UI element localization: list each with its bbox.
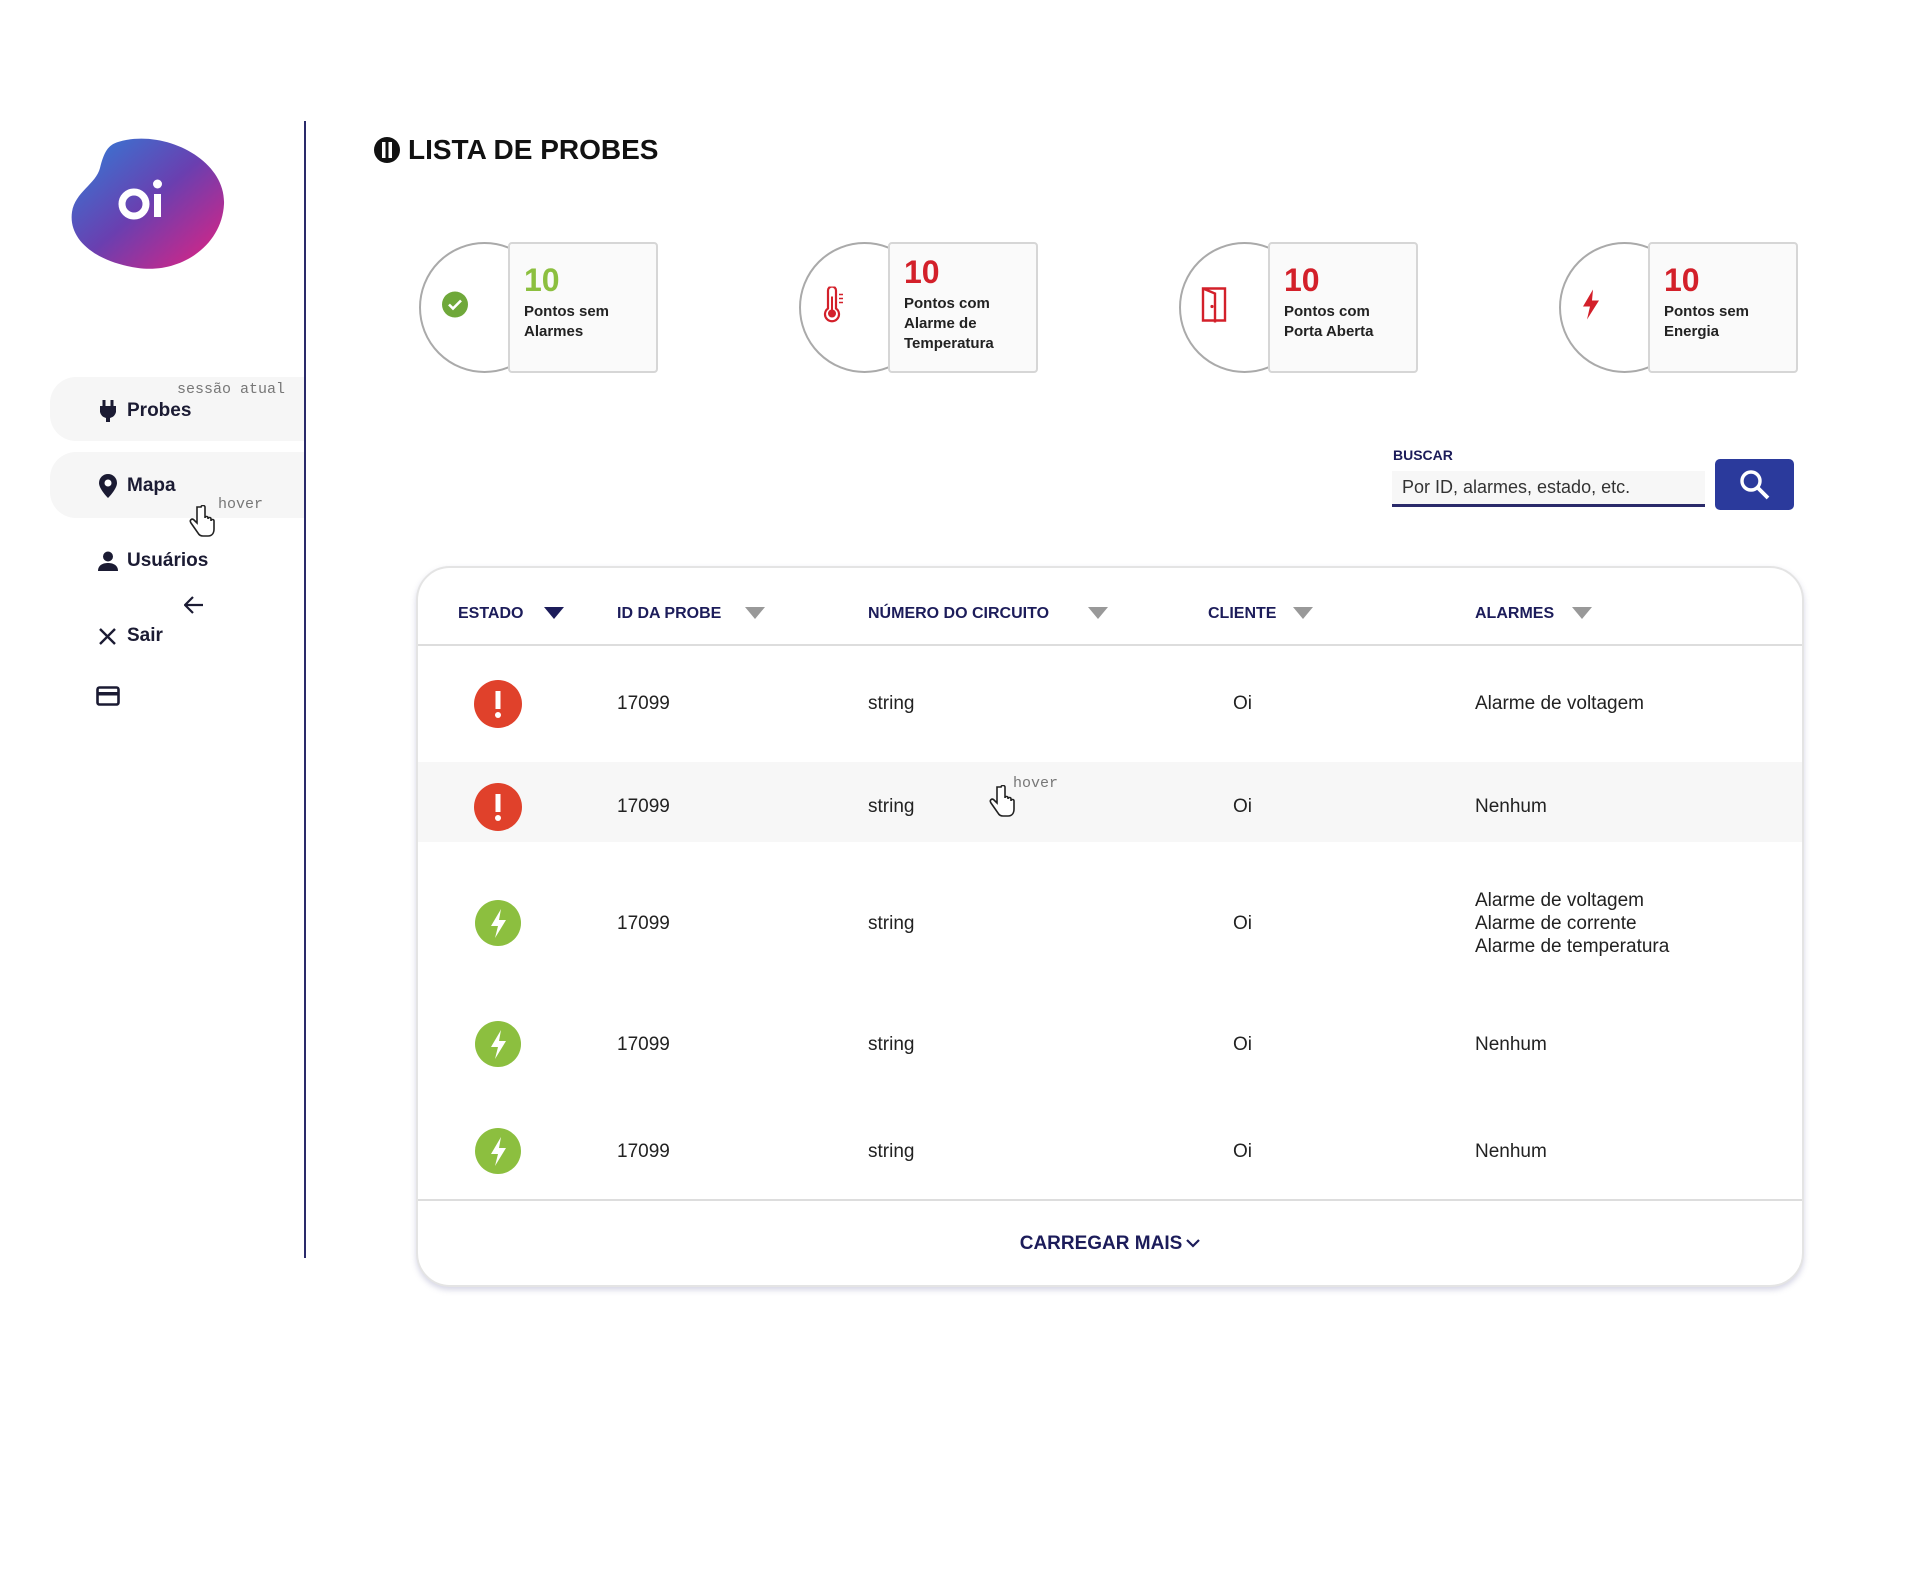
- cell-alarm: Nenhum: [1475, 1034, 1547, 1055]
- nav-probes[interactable]: Probes: [127, 400, 192, 421]
- search-label: BUSCAR: [1393, 447, 1453, 463]
- search-icon: [1740, 470, 1770, 500]
- search-placeholder: Por ID, alarmes, estado, etc.: [1402, 477, 1631, 497]
- temp-icon: [823, 285, 843, 323]
- cell-client: Oi: [1233, 796, 1252, 817]
- summary-card[interactable]: 10 Pontos com Alarme de Temperatura: [888, 242, 1038, 373]
- page-title: LISTA DE PROBES: [408, 134, 659, 165]
- sort-arrow[interactable]: [1572, 606, 1592, 624]
- chevron: [1186, 1236, 1201, 1253]
- cell-alarm: Alarme de temperatura: [1475, 936, 1670, 957]
- cell-id: 17099: [617, 796, 670, 817]
- status-icon: [475, 900, 521, 951]
- summary-card[interactable]: 10 Pontos com Porta Aberta: [1268, 242, 1418, 373]
- user-icon: [98, 551, 118, 571]
- status-icon: [474, 783, 522, 836]
- card-label: Pontos sem Alarmes: [524, 303, 610, 340]
- card-count: 10: [1664, 262, 1700, 298]
- search-button[interactable]: [1715, 459, 1794, 510]
- cell-circuit: string: [868, 693, 915, 714]
- cell-alarm: Alarme de voltagem: [1475, 890, 1644, 911]
- card-label: Pontos com Alarme de Temperatura: [904, 295, 994, 352]
- cursor-hand: [988, 784, 1016, 822]
- cell-circuit: string: [868, 1141, 915, 1162]
- nav-usuarios[interactable]: Usuários: [127, 550, 209, 571]
- summary-card[interactable]: 10 Pontos sem Energia: [1648, 242, 1798, 373]
- annotation: hover: [218, 496, 264, 513]
- card-icon: [821, 285, 845, 328]
- header-rule: [418, 644, 1802, 646]
- card-count: 10: [904, 254, 940, 290]
- column-header[interactable]: ID DA PROBE: [617, 605, 722, 622]
- sort-arrow[interactable]: [544, 606, 564, 624]
- row-hover-bg: [418, 762, 1802, 842]
- search-input[interactable]: Por ID, alarmes, estado, etc.: [1392, 471, 1705, 507]
- nav-mapa[interactable]: Mapa: [127, 475, 176, 496]
- cell-circuit: string: [868, 913, 915, 934]
- status-icon: [475, 1021, 521, 1072]
- cell-alarm: Nenhum: [1475, 1141, 1547, 1162]
- cell-client: Oi: [1233, 1034, 1252, 1055]
- load-more-label: CARREGAR MAIS: [1019, 1233, 1183, 1254]
- sidebar-divider: [304, 121, 306, 1258]
- column-header[interactable]: CLIENTE: [1208, 605, 1277, 622]
- sort-arrow[interactable]: [745, 606, 765, 624]
- cell-client: Oi: [1233, 1141, 1252, 1162]
- card-count: 10: [1284, 262, 1320, 298]
- load-more[interactable]: CARREGAR MAIS: [418, 1233, 1802, 1255]
- cell-circuit: string: [868, 796, 915, 817]
- cell-client: Oi: [1233, 693, 1252, 714]
- door-icon: [1201, 287, 1227, 323]
- sort-arrow[interactable]: [1088, 606, 1108, 624]
- column-header[interactable]: ALARMES: [1475, 605, 1555, 622]
- plug-icon: [100, 400, 116, 422]
- cursor-hand: [189, 505, 215, 537]
- footer-rule: [418, 1199, 1802, 1201]
- card-icon: [1201, 287, 1227, 328]
- logo[interactable]: [68, 134, 228, 274]
- status-icon: [475, 1128, 521, 1179]
- annotation: sessão atual: [177, 381, 286, 398]
- cell-alarm: Alarme de voltagem: [1475, 693, 1644, 714]
- cell-circuit: string: [868, 1034, 915, 1055]
- card-label: Pontos sem Energia: [1664, 303, 1750, 340]
- card-icon[interactable]: [96, 686, 120, 706]
- cell-id: 17099: [617, 1141, 670, 1162]
- nav-active-bg: [50, 377, 304, 441]
- annotation: hover: [1013, 775, 1059, 792]
- close-icon: [99, 628, 116, 645]
- column-header[interactable]: NÚMERO DO CIRCUITO: [868, 605, 1050, 622]
- card-count: 10: [524, 262, 560, 298]
- summary-card[interactable]: 10 Pontos sem Alarmes: [508, 242, 658, 373]
- card-icon: [441, 291, 469, 324]
- card-icon: [1581, 289, 1601, 325]
- cell-id: 17099: [617, 693, 670, 714]
- nav-hover-bg: [50, 452, 304, 518]
- title-icon: [374, 137, 400, 163]
- cell-id: 17099: [617, 1034, 670, 1055]
- ok-icon: [442, 291, 468, 318]
- card-label: Pontos com Porta Aberta: [1284, 303, 1374, 340]
- probe-table: ESTADO ID DA PROBE NÚMERO DO CIRCUITO CLIEN…: [416, 566, 1804, 1287]
- cell-id: 17099: [617, 913, 670, 934]
- power-icon: [1583, 289, 1599, 320]
- pin-icon: [99, 474, 117, 498]
- status-icon: [474, 680, 522, 733]
- sort-arrow[interactable]: [1293, 606, 1313, 624]
- cell-client: Oi: [1233, 913, 1252, 934]
- cell-alarm: Alarme de corrente: [1475, 913, 1637, 934]
- cell-alarm: Nenhum: [1475, 796, 1547, 817]
- collapse-arrow[interactable]: [184, 596, 204, 614]
- column-header[interactable]: ESTADO: [458, 605, 524, 622]
- nav-sair[interactable]: Sair: [127, 625, 163, 646]
